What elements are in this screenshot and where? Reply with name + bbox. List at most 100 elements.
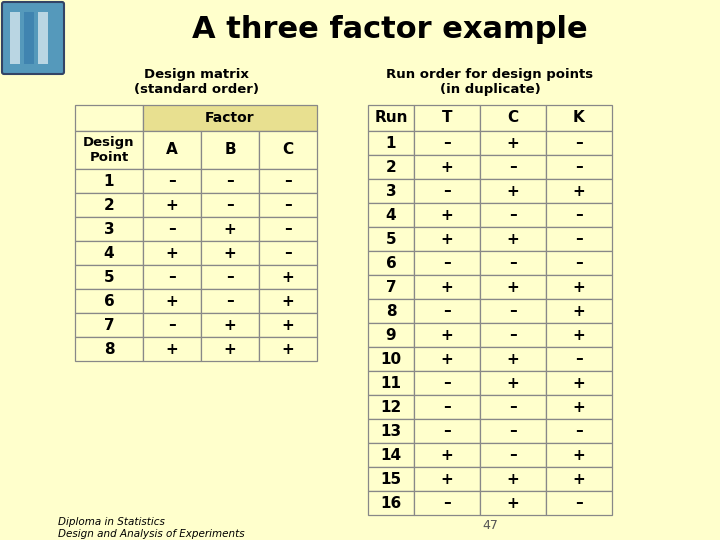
Bar [480,203,546,227]
Text: –: – [509,423,517,438]
Bar [480,323,546,347]
Bar [368,179,414,203]
Text: +: + [441,159,454,174]
Bar [368,371,414,395]
Text: C: C [508,111,518,125]
Bar [368,155,414,179]
Text: –: – [509,207,517,222]
Bar [201,289,259,313]
Bar [143,265,201,289]
Bar [259,131,317,169]
Bar [143,169,201,193]
Bar [368,419,414,443]
Bar [38,12,48,64]
Text: 1: 1 [386,136,396,151]
Text: B: B [224,143,236,158]
Bar [480,179,546,203]
Text: +: + [507,375,519,390]
Bar [368,105,414,131]
Bar [414,395,480,419]
Bar [75,241,143,265]
Bar [24,12,34,64]
Text: 8: 8 [104,341,114,356]
Bar [75,105,143,131]
Bar [414,251,480,275]
Text: Run order for design points
(in duplicate): Run order for design points (in duplicat… [387,68,593,96]
Text: 5: 5 [386,232,396,246]
Bar [143,217,201,241]
Text: 4: 4 [386,207,396,222]
Text: 11: 11 [380,375,402,390]
Text: +: + [507,352,519,367]
Text: –: – [575,352,583,367]
Bar [368,251,414,275]
Bar [75,193,143,217]
Bar [259,169,317,193]
Bar [414,203,480,227]
Bar [259,217,317,241]
Text: +: + [441,232,454,246]
Bar [546,443,612,467]
Bar [143,289,201,313]
Text: –: – [226,269,234,285]
Text: –: – [575,255,583,271]
Text: +: + [572,303,585,319]
Bar [480,131,546,155]
Bar [480,443,546,467]
Text: 7: 7 [386,280,396,294]
Text: –: – [226,173,234,188]
Bar [480,155,546,179]
Text: +: + [282,341,294,356]
Bar [414,323,480,347]
Bar [368,347,414,371]
Text: –: – [509,255,517,271]
Text: +: + [441,471,454,487]
FancyBboxPatch shape [2,2,64,74]
Bar [368,395,414,419]
Text: –: – [575,136,583,151]
Bar [368,227,414,251]
Bar [259,241,317,265]
Text: +: + [441,352,454,367]
Bar [546,347,612,371]
Bar [480,395,546,419]
Text: +: + [282,294,294,308]
Text: –: – [168,269,176,285]
Bar [480,491,546,515]
Text: +: + [572,375,585,390]
Bar [75,169,143,193]
Text: 2: 2 [104,198,114,213]
Bar [143,105,317,131]
Bar [480,251,546,275]
Bar [546,491,612,515]
Bar [546,323,612,347]
Text: 1: 1 [104,173,114,188]
Bar [414,347,480,371]
Text: +: + [224,318,236,333]
Text: 6: 6 [386,255,397,271]
Text: 10: 10 [380,352,402,367]
Text: A three factor example: A three factor example [192,16,588,44]
Bar [546,419,612,443]
Text: Design matrix
(standard order): Design matrix (standard order) [133,68,258,96]
Text: –: – [443,375,451,390]
Bar [143,241,201,265]
Text: 8: 8 [386,303,396,319]
Text: +: + [572,400,585,415]
Text: –: – [509,448,517,462]
Text: +: + [441,327,454,342]
Text: –: – [226,198,234,213]
Text: 6: 6 [104,294,114,308]
Bar [414,371,480,395]
Text: 13: 13 [380,423,402,438]
Bar [75,289,143,313]
Text: –: – [443,496,451,510]
Bar [414,131,480,155]
Bar [368,299,414,323]
Bar [368,491,414,515]
Text: –: – [168,173,176,188]
Text: A: A [166,143,178,158]
Text: 9: 9 [386,327,396,342]
Text: +: + [507,496,519,510]
Bar [259,289,317,313]
